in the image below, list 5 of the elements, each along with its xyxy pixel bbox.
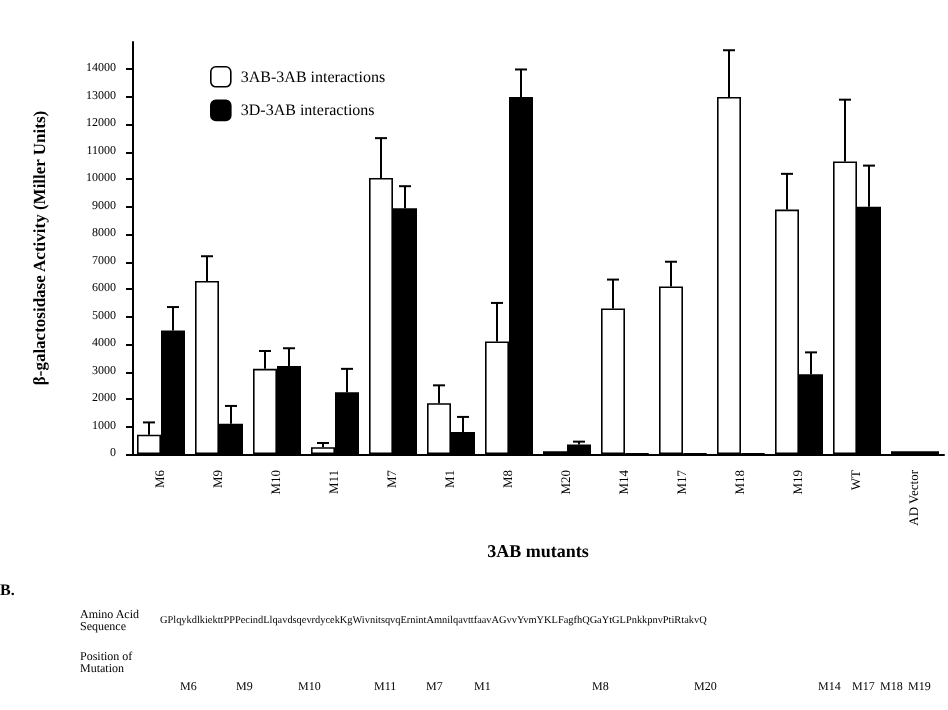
legend-label: 3AB-3AB interactions <box>240 67 386 86</box>
y-axis-title: β-galactosidase Activity (Miller Units) <box>29 110 49 386</box>
x-axis-title: 3AB mutants <box>487 540 590 561</box>
text: B. <box>0 581 15 599</box>
legend-label: 3D-3AB interactions <box>240 101 375 120</box>
